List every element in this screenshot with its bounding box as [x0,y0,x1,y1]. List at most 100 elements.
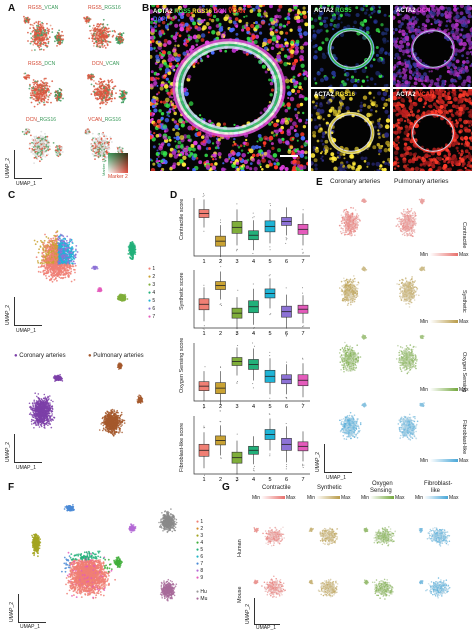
scale-bar [280,155,298,157]
g-row-human: Human [238,539,244,557]
umap-g-x-label: UMAP_1 [256,625,276,631]
f-legend-1: ● 1 [196,520,203,525]
boxplot-tick-label: 7 [301,331,304,337]
boxplot-tick-label: 3 [235,477,238,483]
g-colorbar-contractile [261,496,285,499]
boxplot-tick-label: 2 [219,259,222,265]
marker1-label: Marker 1 [102,160,106,176]
umap-g-y-label: UMAP_2 [245,604,251,624]
micrograph-acta2-dcn-label: ACTA2 DCN [396,8,430,14]
boxplot-tick-label: 2 [219,331,222,337]
coexpression-color-key [108,153,128,173]
umap-c2-y-axis [14,434,15,462]
e-max-2: Max [459,320,468,325]
g-col-oxygen-1: Oxygen [372,481,393,487]
pulmonary-legend: ● Pulmonary arteries [88,353,144,359]
boxplot-tick-label: 4 [252,259,255,265]
umap-g-y-axis [254,598,255,624]
boxplot-2-ylabel: Synthetic score [180,272,186,310]
g-colorbar-synthetic [316,496,340,499]
e-colorbar-synthetic [430,320,458,323]
umap-a-x-label: UMAP_1 [16,181,36,187]
e-row-synthetic: Synthetic [461,290,467,313]
umap-e-x-label: UMAP_1 [326,475,346,481]
e-max-1: Max [459,253,468,258]
umap-f-y-axis [18,594,19,622]
e-colorbar-oxygen [430,388,458,391]
score-umap-plots [316,185,474,485]
boxplot-tick-label: 6 [285,404,288,410]
e-max-3: Max [459,388,468,393]
boxplot-tick-label: 6 [285,331,288,337]
micrograph-main: ACTA2 RGS5 RGS16 DCN VCAN DAPI [150,5,308,171]
boxplot-tick-label: 3 [235,259,238,265]
e-colorbar-fibroblast [430,459,458,462]
umap-c2-y-label: UMAP_2 [5,442,11,462]
cluster-legend-2: ● 2 [148,275,155,280]
f-legend-hu: ● Hu [196,590,207,595]
g-colorbar-oxygen [370,496,394,499]
umap-a-x-axis [14,178,42,179]
cluster-legend-7: ● 7 [148,315,155,320]
micrograph-acta2-rgs16-label: ACTA2 RGS16 [314,92,355,98]
g-col-fibro-1: Fibroblast- [424,481,452,487]
umap-f-x-axis [18,622,46,623]
g-col-oxygen-2: Sensing [370,488,392,494]
f-legend-3: ● 3 [196,534,203,539]
g-colorbar-fibroblast [424,496,448,499]
umap-c2-x-label: UMAP_1 [16,465,36,471]
micrograph-acta2-rgs5-image [311,5,390,87]
micrograph-main-image [150,5,308,171]
f-legend-2: ● 2 [196,527,203,532]
boxplot-tick-label: 4 [252,331,255,337]
micrograph-acta2-rgs5: ACTA2 RGS5 [311,5,390,87]
boxplot-4-ylabel: Fibroblast-like score [180,423,186,472]
umap-c-y-label: UMAP_2 [5,305,11,325]
umap-f-y-label: UMAP_2 [9,602,15,622]
e-row-fibroblast: Fibroblast-like [461,420,467,454]
micrograph-main-legend: ACTA2 RGS5 RGS16 DCN VCAN [153,9,245,15]
coronary-legend: ● Coronary arteries [14,353,66,359]
boxplot-tick-label: 2 [219,404,222,410]
boxplot-tick-label: 7 [301,259,304,265]
e-row-contractile: Contractile [461,222,467,248]
boxplot-tick-label: 6 [285,477,288,483]
cluster-legend-5: ● 5 [148,299,155,304]
e-colorbar-contractile [430,253,458,256]
micrograph-acta2-dcn: ACTA2 DCN [393,5,472,87]
boxplot-tick-label: 5 [268,477,271,483]
boxplot-tick-label: 1 [202,404,205,410]
boxplot-tick-label: 5 [268,331,271,337]
marker2-label: Marker 2 [108,175,128,180]
boxplot-tick-label: 1 [202,259,205,265]
boxplot-tick-label: 4 [252,477,255,483]
micrograph-acta2-rgs16: ACTA2 RGS16 [311,89,390,171]
e-max-4: Max [459,459,468,464]
e-min-2: Min [420,320,428,325]
boxplot-tick-label: 5 [268,259,271,265]
micrograph-acta2-vcan-label: ACTA2 VCAN [396,92,434,98]
umap-a-y-axis [14,150,15,178]
micrograph-acta2-vcan: ACTA2 VCAN [393,89,472,171]
f-legend-7: ● 7 [196,562,203,567]
f-legend-4: ● 4 [196,541,203,546]
umap-c-x-label: UMAP_1 [16,328,36,334]
umap-e-y-axis [324,444,325,472]
micrograph-acta2-dcn-image [393,5,472,87]
umap-c2-x-axis [14,462,42,463]
boxplot-1-ylabel: Contractile score [180,199,186,240]
cluster-umap-plots [0,190,170,480]
micrograph-acta2-rgs5-label: ACTA2 RGS5 [314,8,352,14]
umap-e-y-label: UMAP_2 [315,452,321,472]
boxplot-tick-label: 3 [235,331,238,337]
g-col-contractile: Contractile [262,485,291,491]
f-legend-mu: ● Mu [196,597,207,602]
f-legend-6: ● 6 [196,555,203,560]
umap-c-x-axis [14,325,42,326]
umap-f-x-label: UMAP_1 [20,624,40,630]
cluster-legend-1: ● 1 [148,267,155,272]
boxplot-tick-label: 5 [268,404,271,410]
micrograph-dapi-label: DAPI [153,17,167,23]
boxplot-tick-label: 1 [202,331,205,337]
